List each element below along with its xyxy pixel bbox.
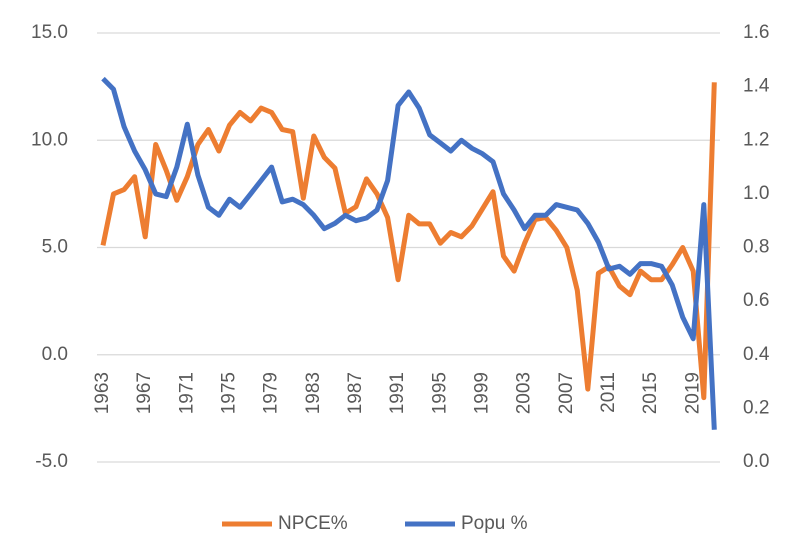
y-tick-label: 15.0 (31, 22, 68, 43)
y2-tick-label: 0.0 (743, 451, 769, 472)
x-tick-label: 1963 (92, 372, 113, 414)
y2-tick-label: 1.2 (743, 129, 769, 150)
legend-label: NPCE% (278, 513, 348, 534)
x-tick-label: 1987 (345, 372, 366, 414)
x-tick-label: 2003 (514, 372, 535, 414)
y-tick-label: -5.0 (35, 451, 68, 472)
x-tick-label: 1967 (134, 372, 155, 414)
x-tick-label: 1995 (429, 372, 450, 414)
y-tick-label: 5.0 (42, 237, 68, 258)
y2-tick-label: 1.4 (743, 76, 770, 97)
x-tick-label: 2019 (682, 372, 703, 414)
y-tick-label: 0.0 (42, 344, 68, 365)
x-tick-label: 2011 (598, 372, 619, 413)
x-tick-label: 1999 (471, 372, 492, 414)
x-tick-label: 1979 (261, 372, 282, 414)
y2-tick-label: 1.6 (743, 22, 769, 43)
y2-tick-label: 0.8 (743, 237, 769, 258)
y2-tick-label: 1.0 (743, 183, 769, 204)
x-tick-label: 1975 (218, 372, 239, 414)
y2-tick-label: 0.6 (743, 290, 769, 311)
x-tick-label: 2007 (556, 372, 577, 414)
x-tick-label: 1991 (387, 372, 408, 414)
y2-tick-label: 0.4 (743, 344, 770, 365)
x-tick-label: 2015 (640, 372, 661, 414)
data-line (100, 82, 717, 401)
x-tick-label: 1971 (176, 372, 197, 414)
data-line (101, 76, 717, 430)
y2-tick-label: 0.2 (743, 397, 769, 418)
legend-label: Popu % (461, 513, 528, 534)
y-tick-label: 10.0 (31, 129, 68, 150)
x-tick-label: 1983 (303, 372, 324, 414)
